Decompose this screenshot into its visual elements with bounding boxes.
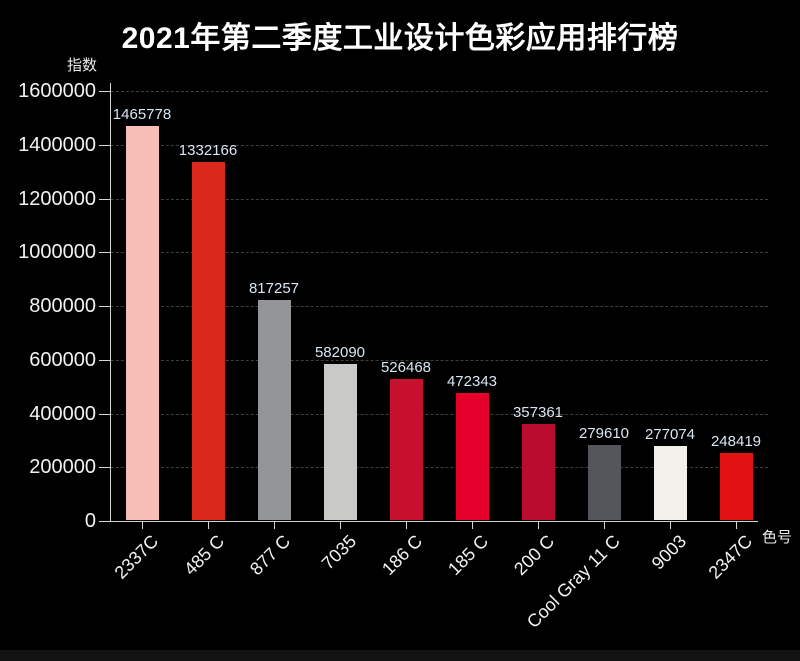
chart-title: 2021年第二季度工业设计色彩应用排行榜 [121,22,679,55]
bar-value-label: 279610 [578,425,630,442]
x-tick-label: 186 C [378,531,427,580]
bar-value-label: 582090 [314,344,366,361]
bar-185-c[interactable] [456,393,489,520]
y-axis-line [110,83,111,522]
y-tick-mark [99,413,110,415]
y-tick-label: 1200000 [18,187,96,210]
x-tick-label: 185 C [444,531,493,580]
x-tick-label: 7035 [317,531,361,574]
x-tick-mark [340,522,341,529]
bar-value-label: 277074 [644,426,696,443]
y-tick-mark [99,144,110,146]
bar-value-label: 472343 [446,373,498,390]
gridline [111,144,768,146]
y-tick-label: 1600000 [18,80,96,102]
x-axis-line [110,521,758,522]
y-tick-label: 800000 [29,295,96,317]
gridline [111,413,768,415]
bar-7035[interactable] [324,364,357,520]
x-tick-mark [670,522,671,529]
bar-186-c[interactable] [390,379,423,520]
footer-strip [0,650,800,661]
gridline [111,91,768,92]
bar-value-label: 526468 [380,359,432,376]
gridline [111,306,768,307]
bar-cool-gray-11-c[interactable] [588,445,621,520]
bar-877-c[interactable] [258,300,291,520]
y-tick-mark [99,91,110,92]
bar-value-label: 817257 [248,280,300,297]
y-axis-label: 指数 [67,57,98,74]
x-tick-label: 2347C [704,531,757,583]
bar-value-label: 1332166 [178,142,238,159]
y-tick-mark [99,198,110,200]
x-tick-label: 9003 [647,531,691,574]
x-tick-mark [736,522,737,529]
y-tick-label: 600000 [29,348,96,371]
x-tick-label: 485 C [180,531,229,580]
bar-value-label: 1465778 [112,106,172,123]
y-tick-label: 200000 [29,456,96,479]
x-tick-mark [208,522,209,529]
x-tick-label: 2337C [110,531,163,583]
y-tick-mark [99,467,110,469]
gridline [111,252,768,254]
y-tick-label: 1000000 [18,241,96,264]
x-tick-mark [274,522,275,529]
y-tick-label: 1400000 [18,133,96,156]
gridline [111,198,768,200]
x-tick-label: 877 C [246,531,295,580]
bar-2347c[interactable] [720,453,753,520]
plot-area: 0 200000 400000 600000 800000 1000000 1200000 1… [18,80,768,632]
y-tick-label: 400000 [29,402,96,425]
x-axis-label: 色号 [762,529,793,546]
y-tick-mark [99,521,110,522]
bar-2337c[interactable] [126,126,159,520]
y-tick-label: 0 [84,510,96,532]
gridline [111,467,768,469]
bar-9003[interactable] [654,446,687,520]
y-tick-mark [99,306,110,307]
y-tick-mark [99,252,110,254]
bar-485-c[interactable] [192,162,225,520]
bar-value-label: 248419 [710,433,762,450]
bar-200-c[interactable] [522,424,555,520]
x-tick-label: 200 C [510,531,559,580]
x-tick-mark [142,522,143,529]
bar-value-label: 357361 [512,404,564,421]
gridline [111,359,768,361]
x-tick-mark [604,522,605,529]
x-tick-mark [538,522,539,529]
x-tick-mark [472,522,473,529]
x-tick-mark [406,522,407,529]
y-tick-mark [99,359,110,361]
